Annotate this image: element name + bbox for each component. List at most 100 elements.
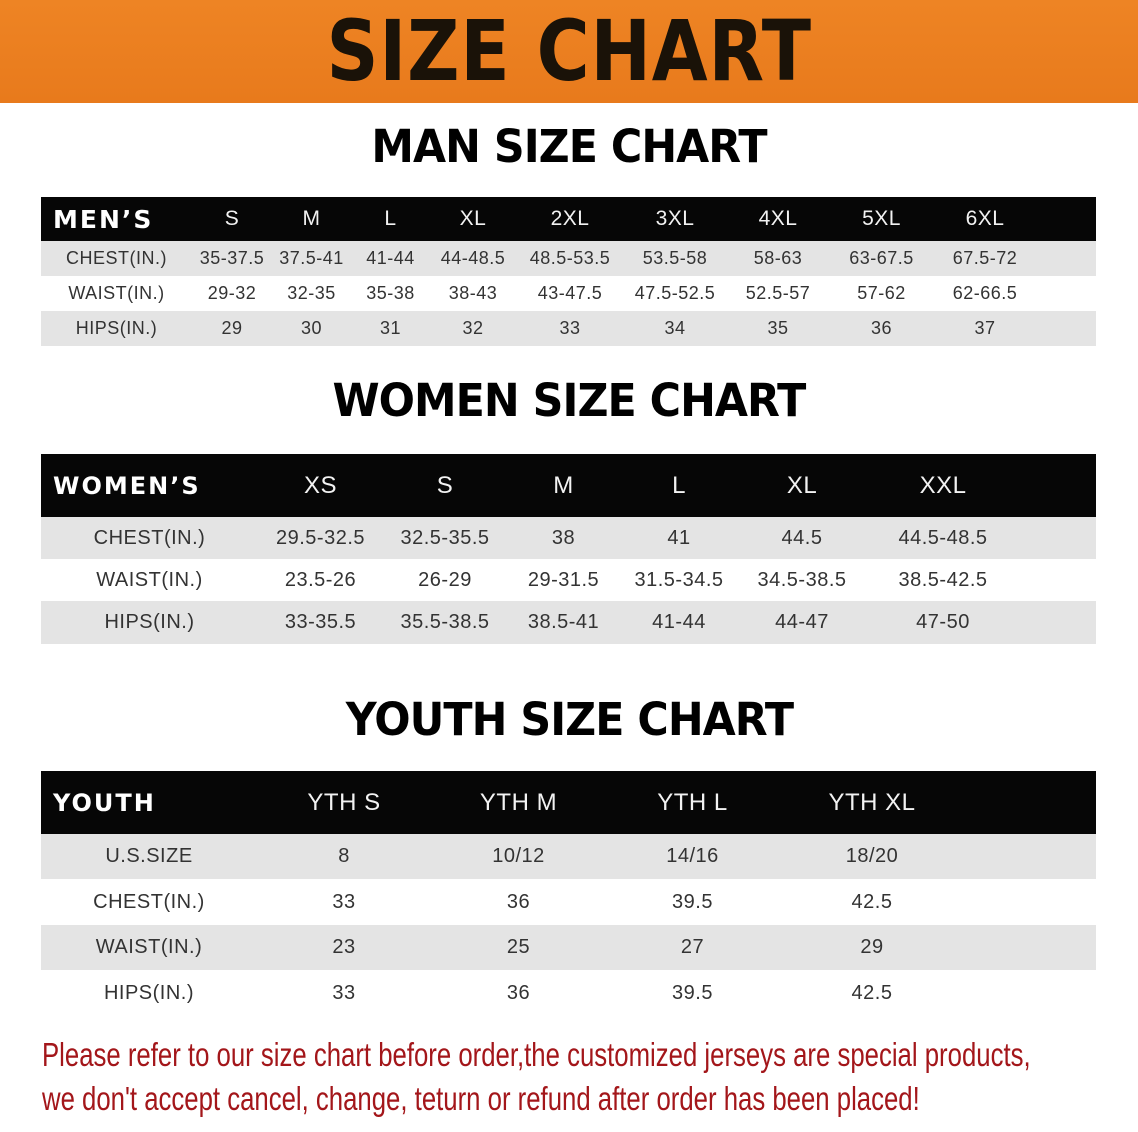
table-cell: 36 — [506, 890, 531, 913]
table-cell: 47-50 — [916, 611, 970, 633]
size-header-cell: YTH S — [307, 788, 381, 816]
table-cell: 52.5-57 — [745, 283, 811, 303]
size-header-cell: 6XL — [965, 207, 1005, 230]
table-title-cell: WOMEN’S — [53, 471, 201, 500]
youth-section-title: YOUTH SIZE CHART — [0, 693, 1138, 746]
table-cell: 35-38 — [366, 283, 415, 303]
size-header-cell: S — [436, 471, 454, 499]
table-cell: 38.5-42.5 — [898, 568, 988, 591]
table-cell: 42.5 — [851, 890, 893, 913]
table-row: WAIST(IN.) 23 25 27 29 — [41, 925, 1096, 970]
table-cell: 67.5-72 — [952, 248, 1018, 268]
size-header-cell: M — [553, 471, 574, 499]
table-cell: 62-66.5 — [952, 283, 1018, 303]
table-cell: 32 — [462, 318, 484, 338]
table-cell: 44.5 — [781, 526, 823, 549]
table-cell: 31 — [379, 318, 402, 338]
table-cell: 39.5 — [672, 981, 713, 1004]
table-cell: 35.5-38.5 — [400, 611, 490, 633]
youth-size-table: YOUTH YTH S YTH M YTH L YTH XL U.S.SIZE 8 10/12… — [41, 771, 1096, 1016]
row-label: WAIST(IN.) — [95, 936, 203, 958]
table-cell: 36 — [506, 981, 531, 1004]
table-cell: 8 — [338, 845, 350, 867]
table-cell: 48.5-53.5 — [529, 248, 611, 268]
table-row: CHEST(IN.) 33 36 39.5 42.5 — [41, 879, 1096, 925]
table-cell: 47.5-52.5 — [634, 283, 716, 303]
row-label: U.S.SIZE — [105, 845, 193, 867]
table-cell: 37 — [974, 318, 996, 338]
size-header-cell: XS — [303, 471, 337, 499]
table-cell: 34.5-38.5 — [757, 568, 847, 591]
table-cell: 18/20 — [845, 845, 899, 867]
table-cell: 26-29 — [418, 568, 472, 591]
table-cell: 33 — [332, 890, 356, 913]
women-section-title: WOMEN SIZE CHART — [0, 374, 1138, 427]
size-header-cell: 3XL — [655, 207, 695, 230]
table-cell: 29-31.5 — [527, 568, 600, 591]
row-label: WAIST(IN.) — [96, 568, 203, 591]
size-header-cell: 4XL — [758, 207, 798, 230]
size-header-cell: 5XL — [862, 207, 901, 230]
table-row: WAIST(IN.) 23.5-26 26-29 29-31.5 31.5-34.5 34… — [41, 559, 1096, 601]
table-cell: 53.5-58 — [642, 248, 708, 268]
table-cell: 41-44 — [652, 611, 706, 633]
table-cell: 57-62 — [857, 283, 906, 303]
youth-title-text: YOUTH SIZE CHART — [345, 693, 793, 746]
table-cell: 32.5-35.5 — [400, 526, 490, 549]
row-label: HIPS(IN.) — [104, 611, 195, 633]
size-header-cell: L — [384, 207, 397, 230]
table-cell: 33 — [332, 981, 356, 1004]
table-cell: 23 — [332, 936, 356, 958]
table-title-cell: YOUTH — [53, 788, 156, 817]
women-title-text: WOMEN SIZE CHART — [332, 374, 807, 427]
size-header-cell: XXL — [919, 471, 967, 499]
table-cell: 44-48.5 — [440, 248, 506, 268]
table-cell: 27 — [680, 936, 705, 958]
banner-title: SIZE CHART — [326, 2, 812, 100]
banner: SIZE CHART — [0, 0, 1138, 103]
table-cell: 42.5 — [851, 981, 893, 1004]
row-label: CHEST(IN.) — [93, 890, 205, 913]
women-size-table: WOMEN’S XS S M L XL XXL CHEST(IN.) 29.5-32.5 32.5… — [41, 454, 1096, 644]
table-cell: 29 — [860, 936, 884, 958]
table-cell: 35 — [767, 318, 789, 338]
table-cell: 58-63 — [753, 248, 803, 268]
men-header-row: MEN’S S M L XL 2XL 3XL 4XL 5XL 6XL — [41, 197, 1096, 241]
table-cell: 37.5-41 — [279, 248, 344, 268]
table-cell: 33-35.5 — [284, 611, 357, 633]
table-cell: 39.5 — [672, 890, 713, 913]
table-cell: 34 — [664, 318, 686, 338]
table-row: WAIST(IN.) 29-32 32-35 35-38 38-43 43-47.5 47.… — [41, 276, 1096, 311]
size-header-cell: XL — [786, 471, 818, 499]
table-cell: 14/16 — [666, 845, 719, 867]
youth-header-row: YOUTH YTH S YTH M YTH L YTH XL — [41, 771, 1096, 834]
table-cell: 29-32 — [207, 283, 257, 303]
table-cell: 35-37.5 — [199, 248, 265, 268]
table-cell: 32-35 — [287, 283, 336, 303]
table-row: HIPS(IN.) 33 36 39.5 42.5 — [41, 970, 1096, 1016]
table-cell: 29 — [221, 318, 243, 338]
row-label: CHEST(IN.) — [93, 526, 206, 549]
row-label: WAIST(IN.) — [68, 283, 165, 303]
men-section-title: MAN SIZE CHART — [0, 120, 1138, 173]
table-row: CHEST(IN.) 29.5-32.5 32.5-35.5 38 41 44.5 44.5… — [41, 517, 1096, 559]
size-header-cell: S — [224, 207, 240, 230]
women-header-row: WOMEN’S XS S M L XL XXL — [41, 454, 1096, 517]
footer-notice-line-2: we don't accept cancel, change, teturn o… — [42, 1080, 920, 1117]
size-header-cell: XL — [459, 207, 487, 230]
size-header-cell: YTH L — [657, 788, 728, 816]
men-size-table: MEN’S S M L XL 2XL 3XL 4XL 5XL 6XL CHEST(IN.) 35-37… — [41, 197, 1096, 346]
table-row: HIPS(IN.) 33-35.5 35.5-38.5 38.5-41 41-44 44-… — [41, 601, 1096, 644]
size-header-cell: L — [672, 471, 686, 499]
table-row: CHEST(IN.) 35-37.5 37.5-41 41-44 44-48.5 48.5… — [41, 241, 1096, 276]
row-label: CHEST(IN.) — [66, 248, 167, 268]
table-cell: 38.5-41 — [527, 611, 600, 633]
table-cell: 41-44 — [366, 248, 415, 268]
table-cell: 29.5-32.5 — [275, 526, 365, 549]
row-label: HIPS(IN.) — [75, 318, 158, 338]
table-cell: 38 — [551, 526, 576, 549]
table-cell: 23.5-26 — [284, 568, 357, 591]
row-label: HIPS(IN.) — [103, 981, 195, 1004]
table-cell: 38-43 — [448, 283, 498, 303]
table-cell: 63-67.5 — [849, 248, 914, 268]
